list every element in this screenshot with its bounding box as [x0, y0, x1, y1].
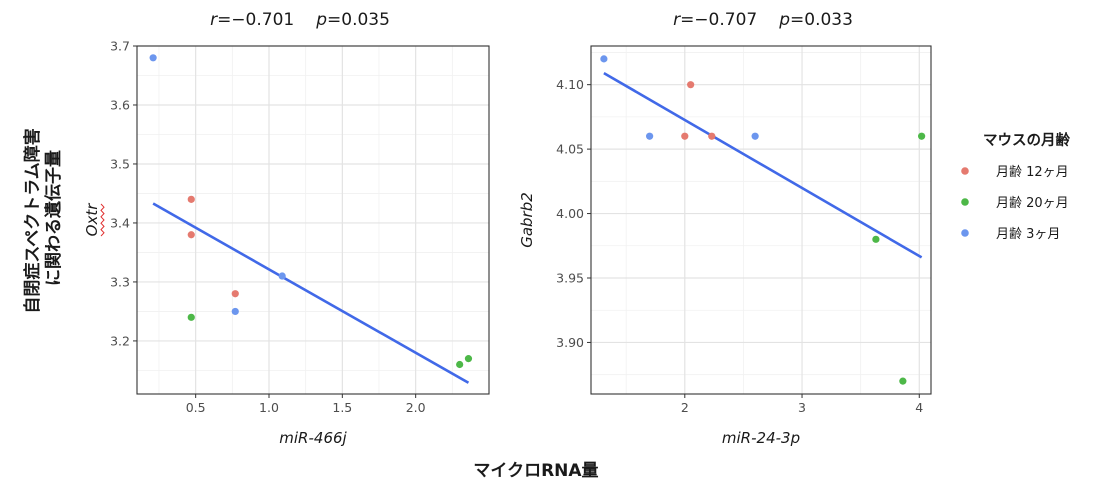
spellcheck-underline — [100, 203, 105, 237]
y-outer-label-line-1: 自閉症スペクトラム障害 — [22, 128, 43, 313]
y-tick-label: 3.6 — [110, 97, 130, 112]
data-point-age-3 — [149, 54, 157, 62]
legend-key-dot — [961, 229, 969, 237]
data-point-age-20 — [899, 377, 907, 385]
data-point-age-3 — [278, 272, 286, 280]
title-p-symbol: p — [778, 10, 790, 30]
y-tick-label: 3.90 — [556, 335, 584, 350]
legend-entry-age-12: 月齢 12ヶ月 — [961, 165, 1069, 180]
data-point-age-12 — [681, 132, 689, 140]
data-point-age-12 — [708, 132, 716, 140]
x-tick-label: 1.5 — [332, 400, 352, 415]
legend-entry-age-3: 月齢 3ヶ月 — [961, 227, 1060, 242]
scatter-panel-2: 2 3 4 3.90 3.95 4.00 4.05 4.10 r=−0.707 p=0.033 mi… — [518, 10, 932, 447]
y-tick-label: 3.7 — [110, 39, 130, 54]
title-p-value: =0.035 — [327, 10, 390, 30]
y-tick-label: 4.00 — [556, 206, 584, 221]
data-point-age-3 — [231, 307, 239, 316]
legend-entry-label: 月齢 20ヶ月 — [996, 196, 1069, 211]
y-tick-label: 4.05 — [556, 142, 584, 157]
y-tick-label: 3.4 — [110, 215, 130, 230]
legend-entry-label: 月齢 12ヶ月 — [996, 165, 1069, 180]
title-r-symbol: r — [210, 10, 218, 30]
title-p-symbol: p — [315, 10, 327, 30]
data-point-age-20 — [918, 132, 926, 140]
scatter-panel-1: 0.5 1.0 1.5 2.0 3.2 3.3 3.4 3.5 3.6 3.7 r=−0.701 p=… — [83, 10, 490, 447]
y-axis-title: Oxtr — [83, 203, 101, 237]
x-axis-title: miR-466j — [279, 429, 347, 447]
data-point-age-20 — [872, 235, 880, 243]
legend-entry-age-20: 月齢 20ヶ月 — [961, 196, 1069, 211]
y-tick-label: 3.2 — [110, 333, 130, 348]
title-r-value: =−0.707 — [680, 10, 757, 30]
data-point-age-12 — [231, 290, 239, 298]
y-tick-label: 3.5 — [110, 156, 130, 171]
legend-entry-label: 月齢 3ヶ月 — [996, 227, 1060, 242]
panel-border — [590, 45, 932, 395]
data-point-age-3 — [646, 132, 654, 140]
data-point-age-20 — [456, 360, 464, 369]
data-point-age-12 — [187, 231, 195, 239]
data-point-age-20 — [464, 355, 473, 363]
panel-border — [136, 45, 490, 395]
y-tick-label: 3.3 — [110, 274, 130, 289]
legend-title: マウスの月齢 — [983, 131, 1070, 149]
y-tick-label: 3.95 — [556, 271, 584, 286]
legend-key-dot — [961, 198, 969, 206]
x-tick-label: 0.5 — [186, 400, 206, 415]
y-outer-label: 自閉症スペクトラム障害 に関わる遺伝子量 — [22, 122, 64, 313]
data-point-age-12 — [187, 195, 195, 203]
title-p-value: =0.033 — [790, 10, 853, 30]
panel-title: r=−0.701 p=0.035 — [210, 10, 390, 30]
data-point-age-12 — [687, 81, 695, 89]
panel-title: r=−0.707 p=0.033 — [673, 10, 853, 30]
title-r-symbol: r — [673, 10, 681, 30]
regression-line — [603, 71, 923, 259]
y-outer-label-line-2: に関わる遺伝子量 — [43, 150, 64, 286]
data-point-age-3 — [751, 132, 759, 140]
x-tick-label: 1.0 — [259, 400, 279, 415]
y-axis-title: Gabrb2 — [518, 192, 536, 248]
y-tick-label: 4.10 — [556, 77, 584, 92]
x-outer-label: マイクロRNA量 — [473, 460, 598, 481]
data-point-age-3 — [600, 55, 608, 63]
title-r-value: =−0.701 — [217, 10, 294, 30]
x-axis-title: miR-24-3p — [722, 429, 800, 447]
x-tick-label: 2.0 — [406, 400, 426, 415]
x-tick-label: 4 — [915, 400, 923, 415]
legend-key-dot — [961, 167, 969, 175]
x-tick-label: 2 — [681, 400, 689, 415]
regression-line — [152, 202, 470, 384]
x-tick-label: 3 — [798, 400, 806, 415]
data-point-age-20 — [187, 313, 195, 321]
